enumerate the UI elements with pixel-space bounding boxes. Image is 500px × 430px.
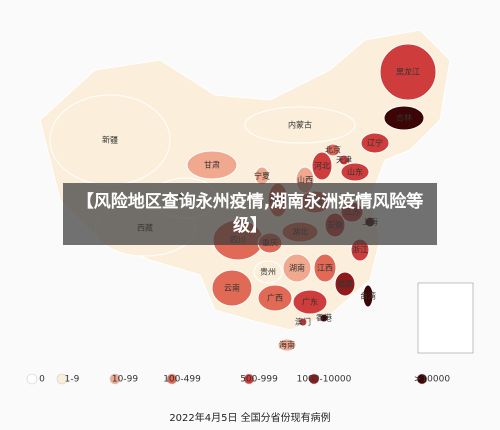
province-label: 贵州: [260, 267, 276, 277]
province: [325, 143, 341, 157]
province-label: 宁夏: [254, 171, 270, 181]
province-label: 湖南: [289, 263, 305, 273]
legend-swatch: [416, 373, 428, 385]
legend-label: 0: [39, 375, 45, 385]
province: [277, 338, 297, 352]
province-label: 黑龙江: [396, 67, 420, 77]
province: [360, 132, 390, 154]
title-banner: 【风险地区查询永州疫情,湖南永洲疫情风险等级】: [63, 183, 437, 245]
province: [311, 151, 333, 181]
caption: 2022年4月5日 全国分省份现有病例: [169, 411, 330, 424]
legend-label: 1-9: [65, 375, 80, 385]
legend-label: >10000: [414, 375, 450, 385]
province-label: 甘肃: [204, 160, 220, 170]
province: [257, 284, 293, 312]
province-label: 河北: [314, 161, 330, 171]
legend-swatch: [308, 373, 320, 385]
province: [362, 284, 374, 308]
legend-label: 1000-10000: [297, 375, 352, 385]
province: [292, 289, 328, 315]
legend-swatch: [109, 373, 121, 385]
province: [211, 269, 253, 307]
province-label: 新疆: [102, 135, 118, 145]
province-label: 福建: [337, 279, 353, 289]
province-label: 山西: [297, 175, 313, 185]
legend-swatch: [26, 373, 38, 385]
province-label: 广东: [302, 297, 318, 307]
province: [334, 271, 356, 297]
province: [253, 260, 283, 284]
province: [186, 150, 238, 180]
province-label: 台湾: [360, 291, 376, 301]
province-label: 海南: [279, 340, 295, 350]
province: [244, 106, 356, 144]
province: [338, 154, 350, 166]
south-sea-inset: [417, 282, 474, 354]
province: [340, 162, 370, 182]
province-label: 澳门: [295, 317, 311, 327]
province-label: 吉林: [396, 113, 412, 123]
province: [383, 105, 425, 131]
province: [282, 253, 312, 283]
legend-swatch: [56, 373, 68, 385]
province-label: 北京: [325, 145, 341, 155]
province-label: 辽宁: [367, 138, 383, 148]
province-label: 山东: [347, 167, 363, 177]
legend-swatch: [243, 373, 255, 385]
province: [379, 43, 437, 101]
legend-label: 100-499: [163, 375, 201, 385]
province-label: 内蒙古: [288, 120, 312, 130]
province-label: 天津: [336, 155, 352, 165]
province: [313, 253, 337, 283]
province-label: 香港: [316, 313, 332, 323]
province: [298, 317, 308, 327]
legend-swatch: [166, 373, 178, 385]
legend-label: 500-999: [240, 375, 278, 385]
legend-label: 10-99: [112, 375, 138, 385]
province-label: 云南: [224, 283, 240, 293]
province-label: 江西: [317, 264, 333, 273]
province-label: 广西: [267, 293, 283, 303]
province: [319, 313, 329, 323]
province-label: 浙江: [352, 245, 368, 255]
